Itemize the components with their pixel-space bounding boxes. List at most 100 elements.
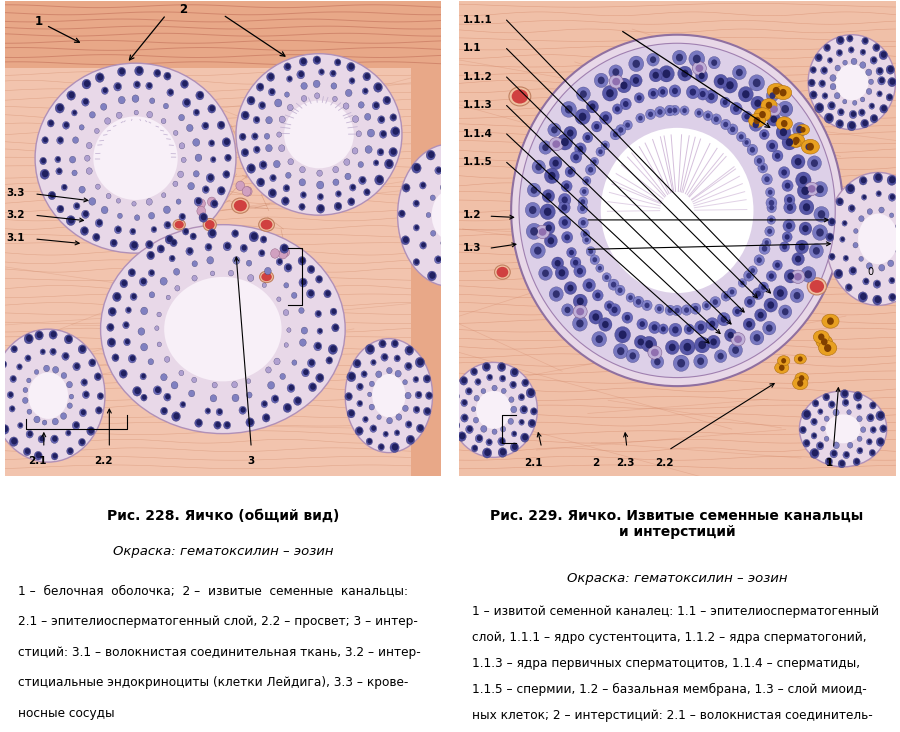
Ellipse shape (528, 419, 536, 427)
Circle shape (752, 122, 759, 128)
Ellipse shape (536, 225, 550, 239)
Ellipse shape (796, 124, 810, 135)
Circle shape (652, 324, 658, 331)
Circle shape (248, 165, 255, 171)
Circle shape (182, 81, 188, 86)
Ellipse shape (122, 321, 130, 329)
Ellipse shape (842, 220, 847, 226)
Circle shape (472, 369, 477, 374)
Circle shape (258, 83, 263, 89)
Ellipse shape (194, 197, 202, 206)
Ellipse shape (378, 116, 385, 124)
Ellipse shape (50, 348, 57, 355)
Ellipse shape (229, 270, 234, 276)
Circle shape (875, 281, 880, 287)
Circle shape (210, 141, 214, 145)
Ellipse shape (217, 121, 225, 130)
Ellipse shape (319, 69, 324, 75)
Circle shape (620, 81, 627, 89)
Circle shape (871, 403, 876, 408)
Circle shape (57, 168, 62, 173)
Circle shape (197, 199, 205, 209)
Circle shape (487, 439, 491, 444)
Ellipse shape (140, 373, 147, 380)
Ellipse shape (637, 318, 648, 329)
Ellipse shape (571, 152, 581, 163)
Circle shape (36, 452, 41, 458)
Ellipse shape (835, 65, 841, 71)
Circle shape (351, 184, 356, 190)
Ellipse shape (492, 429, 497, 435)
Ellipse shape (754, 108, 771, 122)
Ellipse shape (140, 277, 147, 286)
Ellipse shape (417, 424, 424, 433)
Ellipse shape (645, 109, 655, 119)
Ellipse shape (120, 280, 128, 288)
Ellipse shape (116, 198, 121, 203)
Circle shape (241, 245, 247, 250)
Circle shape (414, 164, 420, 171)
Ellipse shape (440, 184, 446, 191)
Ellipse shape (876, 67, 884, 75)
Ellipse shape (870, 427, 877, 433)
Ellipse shape (809, 244, 824, 258)
Ellipse shape (453, 240, 458, 246)
Ellipse shape (724, 329, 737, 342)
Ellipse shape (119, 370, 127, 378)
Circle shape (13, 346, 17, 351)
Ellipse shape (71, 110, 77, 116)
Circle shape (95, 373, 101, 379)
Ellipse shape (767, 203, 777, 213)
Ellipse shape (146, 240, 153, 249)
Ellipse shape (380, 130, 387, 138)
Circle shape (512, 444, 517, 450)
Circle shape (428, 152, 435, 158)
Ellipse shape (500, 375, 506, 382)
Circle shape (454, 258, 459, 264)
Ellipse shape (317, 193, 323, 201)
Circle shape (122, 280, 127, 286)
Ellipse shape (283, 184, 290, 192)
Circle shape (406, 363, 411, 369)
Ellipse shape (72, 422, 80, 430)
Ellipse shape (231, 230, 239, 237)
Ellipse shape (166, 235, 174, 244)
Ellipse shape (791, 154, 805, 169)
Ellipse shape (743, 318, 755, 330)
Ellipse shape (231, 198, 249, 213)
Ellipse shape (879, 51, 887, 60)
Circle shape (611, 282, 616, 288)
Ellipse shape (766, 140, 778, 152)
Circle shape (414, 201, 418, 206)
Ellipse shape (486, 438, 492, 446)
Ellipse shape (134, 111, 139, 115)
Ellipse shape (324, 290, 331, 298)
Ellipse shape (170, 239, 177, 247)
Ellipse shape (841, 389, 849, 398)
Text: 2.1 – эпителиосперматогенный слой, 2.2 – просвет; 3 – интер-: 2.1 – эпителиосперматогенный слой, 2.2 –… (18, 615, 418, 628)
Circle shape (871, 57, 877, 63)
Circle shape (625, 315, 630, 321)
Ellipse shape (825, 458, 833, 466)
Ellipse shape (760, 99, 777, 112)
Ellipse shape (888, 294, 896, 302)
Ellipse shape (592, 332, 607, 347)
Ellipse shape (317, 204, 325, 213)
Circle shape (348, 64, 355, 70)
Ellipse shape (842, 100, 847, 104)
Ellipse shape (381, 354, 388, 362)
Text: стиций: 3.1 – волокнистая соединительная ткань, 3.2 – интер-: стиций: 3.1 – волокнистая соединительная… (18, 646, 420, 659)
Ellipse shape (801, 139, 819, 154)
Ellipse shape (808, 34, 896, 130)
Circle shape (744, 113, 750, 119)
Ellipse shape (659, 66, 674, 82)
Circle shape (672, 108, 678, 113)
Circle shape (667, 108, 672, 113)
Ellipse shape (26, 430, 33, 438)
Circle shape (28, 431, 32, 436)
Ellipse shape (859, 292, 868, 302)
Ellipse shape (824, 113, 833, 123)
Circle shape (813, 247, 820, 255)
Circle shape (890, 194, 895, 200)
Ellipse shape (419, 242, 427, 249)
